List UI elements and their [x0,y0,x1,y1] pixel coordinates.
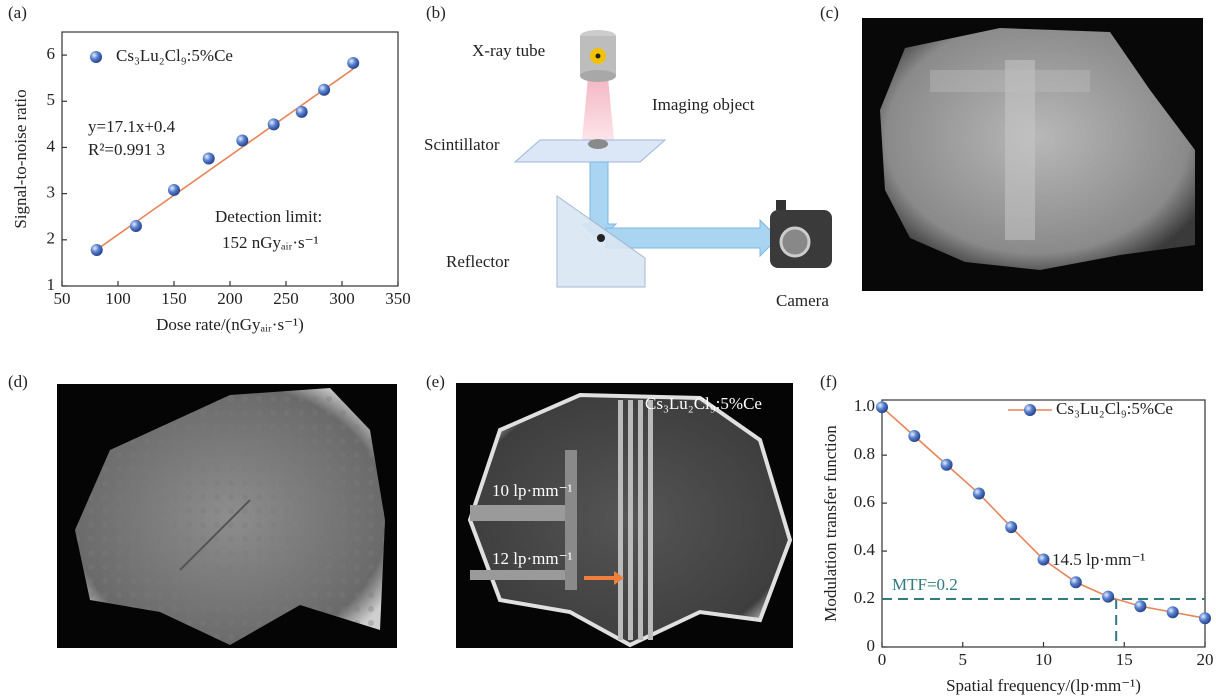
data-point [168,184,180,196]
data-point [1102,591,1114,603]
image-e: Cs₃Lu₂Cl₉:5%Ce 10 lp·mm⁻¹ 12 lp·mm⁻¹ [456,383,793,648]
y-tick-label: 0 [867,636,876,655]
image-c [862,18,1203,291]
data-point [1005,521,1017,533]
y-tick-label: 6 [47,44,56,63]
data-point [296,106,308,118]
data-point [268,118,280,130]
x-axis-label: Dose rate/(nGyₐᵢᵣ·s⁻¹) [156,315,304,334]
data-point [973,488,985,500]
data-point [318,84,330,96]
diagram-label: Imaging object [652,95,755,114]
diagram-label: Scintillator [424,135,500,154]
panel-label: (d) [8,372,28,391]
data-point [347,57,359,69]
x-tick-label: 50 [54,289,71,308]
panel-label: (a) [8,3,27,22]
diagram-label: X-ray tube [472,41,545,60]
annotation: R²=0.991 3 [88,140,165,159]
y-tick-label: 0.8 [854,444,875,463]
x-tick-label: 250 [273,289,299,308]
y-tick-label: 4 [47,136,56,155]
data-point [203,153,215,165]
data-point [91,244,103,256]
image-label: Cs₃Lu₂Cl₉:5%Ce [645,394,762,413]
y-tick-label: 1 [47,275,56,294]
image-label: 10 lp·mm⁻¹ [492,481,573,500]
y-tick-label: 0.6 [854,492,875,511]
x-tick-label: 20 [1197,650,1214,669]
annotation: 152 nGyₐᵢᵣ·s⁻¹ [222,233,319,252]
data-point [941,459,953,471]
image-d [57,384,397,648]
data-point [130,220,142,232]
legend-label: Cs₃Lu₂Cl₉:5%Ce [116,46,233,65]
data-point [1134,600,1146,612]
x-tick-label: 200 [217,289,243,308]
image-label: 12 lp·mm⁻¹ [492,549,573,568]
y-tick-label: 1.0 [854,396,875,415]
x-tick-label: 100 [105,289,131,308]
legend-marker [1024,404,1036,416]
data-point [1038,553,1050,565]
x-axis-label: Spatial frequency/(lp·mm⁻¹) [946,676,1141,695]
panel-label: (b) [426,3,446,22]
y-axis-label: Signal-to-noise ratio [11,89,30,228]
panel-label: (e) [426,372,445,391]
panel-label: (f) [820,372,837,391]
x-tick-label: 150 [161,289,187,308]
data-point [876,401,888,413]
y-tick-label: 2 [47,229,56,248]
annotation: y=17.1x+0.4 [88,117,176,136]
data-point [1199,612,1211,624]
diagram-label: Camera [776,291,829,310]
x-tick-label: 5 [959,650,968,669]
y-tick-label: 5 [47,90,56,109]
legend-label: Cs₃Lu₂Cl₉:5%Ce [1056,399,1173,418]
x-tick-label: 300 [329,289,355,308]
annotation: Detection limit: [215,207,322,226]
y-axis-label: Modulation transfer function [821,425,840,622]
data-point [908,430,920,442]
x-tick-label: 15 [1116,650,1133,669]
panel-label: (c) [820,3,839,22]
setup-diagram: X-ray tube Imaging object Scintillator R… [424,30,832,310]
y-tick-label: 3 [47,183,56,202]
annotation: MTF=0.2 [892,575,958,594]
x-tick-label: 10 [1035,650,1052,669]
data-point [236,135,248,147]
data-point [1167,606,1179,618]
y-tick-label: 0.4 [854,540,876,559]
data-point [1070,576,1082,588]
figure: (a) (b) (c) (d) (e) (f) X-ray tube Imagi… [0,0,1216,699]
legend-marker [90,51,102,63]
x-tick-label: 0 [878,650,887,669]
annotation: 14.5 lp·mm⁻¹ [1052,550,1145,569]
x-tick-label: 350 [385,289,411,308]
diagram-label: Reflector [446,252,510,271]
y-tick-label: 0.2 [854,588,875,607]
